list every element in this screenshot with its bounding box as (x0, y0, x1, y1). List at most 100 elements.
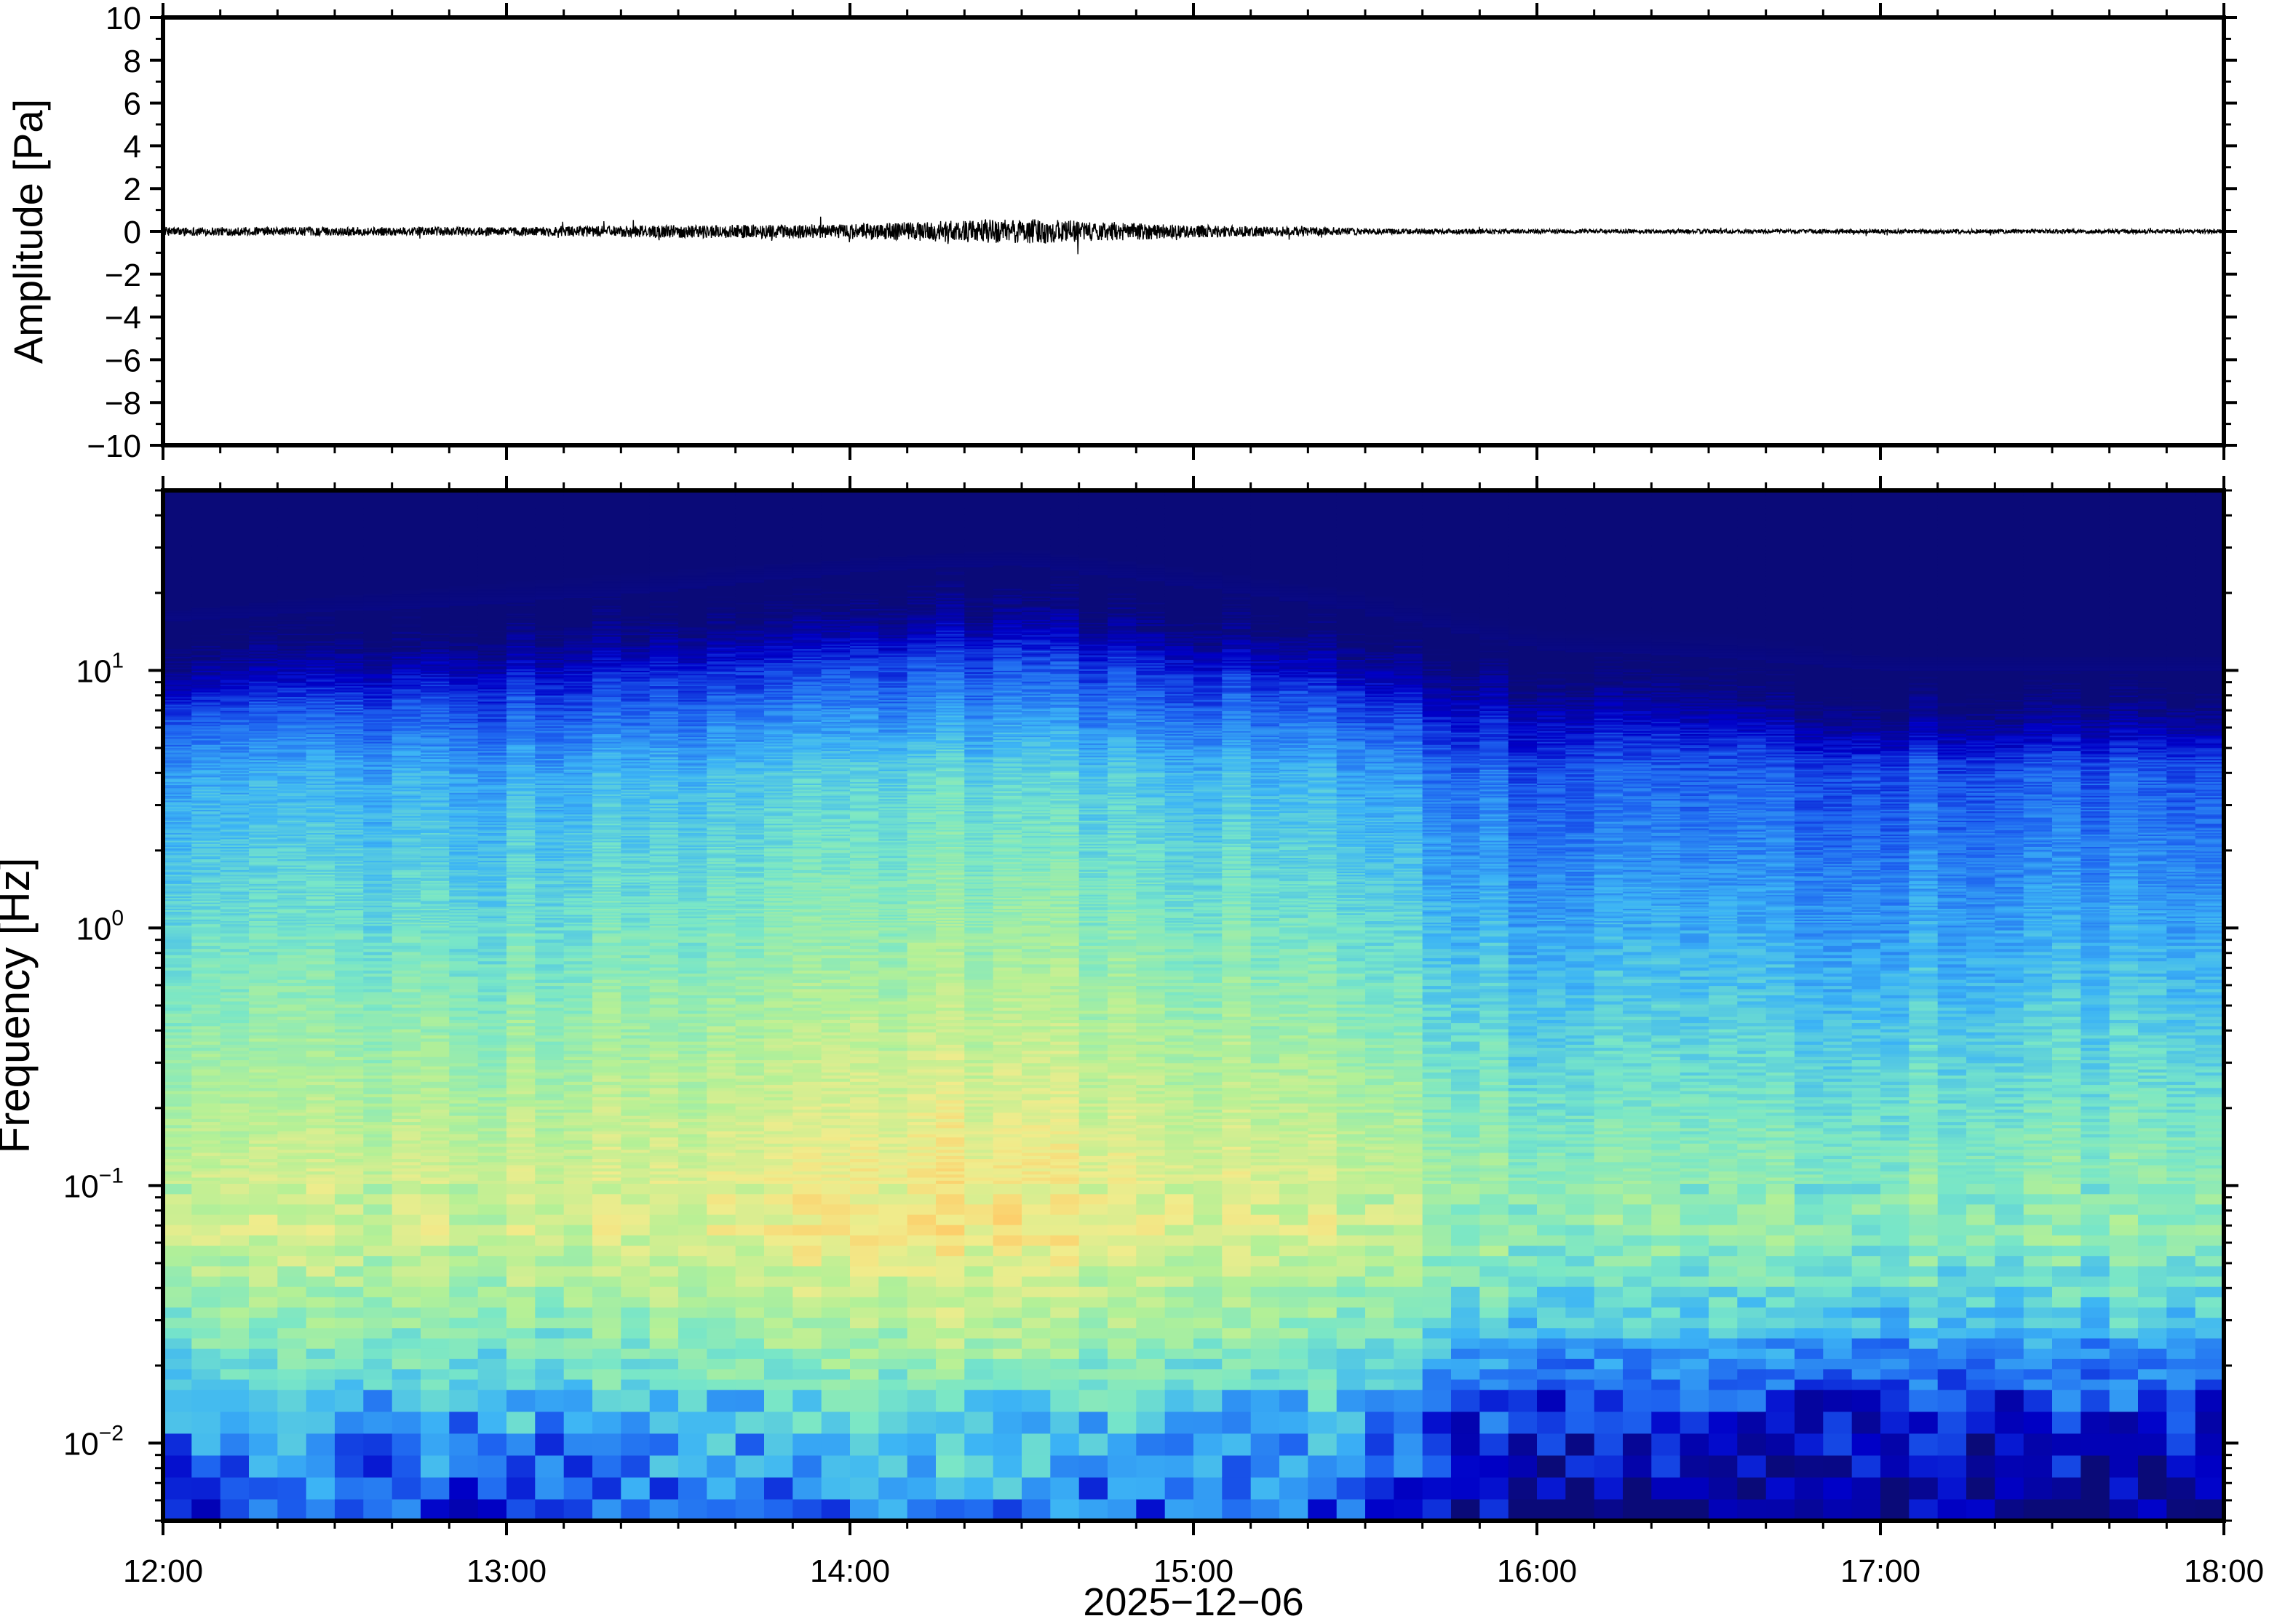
spectrogram-cell (220, 1056, 250, 1061)
spectrogram-cell (392, 571, 421, 574)
spectrogram-cell (392, 1065, 421, 1070)
spectrogram-cell (277, 608, 307, 610)
spectrogram-cell (191, 945, 221, 950)
spectrogram-cell (249, 592, 279, 595)
spectrogram-cell (191, 837, 221, 840)
spectrogram-cell (249, 857, 279, 859)
spectrogram-cell (421, 976, 450, 980)
spectrogram-cell (191, 571, 221, 574)
spectrogram-cell (449, 1379, 479, 1390)
spectrogram-cell (220, 771, 250, 773)
spectrogram-cell (249, 608, 279, 610)
spectrogram-cell (277, 591, 307, 594)
spectrogram-cell (249, 1369, 279, 1380)
spectrogram-cell (363, 659, 393, 662)
spectrogram-cell (392, 929, 421, 934)
spectrogram-cell (249, 958, 279, 962)
spectrogram-cell (277, 514, 307, 517)
spectrogram-cell (449, 1094, 479, 1098)
spectrogram-cell (306, 640, 335, 643)
spectrogram-cell (163, 832, 193, 835)
spectrogram-cell (421, 835, 450, 838)
spectrogram-cell (306, 636, 335, 639)
spectrogram-cell (392, 605, 421, 608)
spectrogram-cell (163, 669, 193, 671)
spectrogram-cell (363, 520, 393, 522)
spectrogram-cell (277, 717, 307, 720)
spectrogram-cell (163, 922, 193, 925)
spectrogram-cell (220, 613, 250, 616)
spectrogram-cell (392, 665, 421, 668)
spectrogram-cell (449, 1078, 479, 1082)
spectrogram-cell (335, 753, 365, 756)
spectrogram-cell (277, 769, 307, 771)
spectrogram-cell (163, 679, 193, 682)
spectrogram-cell (392, 1158, 421, 1163)
spectrogram-cell (421, 622, 450, 625)
spectrogram-cell (363, 1317, 393, 1329)
spectrogram-cell (277, 923, 307, 926)
spectrogram-cell (306, 840, 335, 843)
spectrogram-cell (277, 1146, 307, 1150)
spectrogram-cell (392, 763, 421, 765)
spectrogram-cell (191, 960, 221, 965)
spectrogram-cell (306, 497, 335, 500)
spectrogram-cell (477, 1040, 507, 1045)
spectrogram-cell (163, 1389, 193, 1412)
spectrogram-cell (421, 592, 450, 595)
spectrogram-cell (220, 677, 250, 680)
spectrogram-cell (220, 669, 250, 671)
spectrogram-cell (392, 1072, 421, 1076)
spectrogram-cell (506, 1433, 536, 1456)
spectrogram-cell (421, 628, 450, 631)
spectrogram-cell (392, 863, 421, 866)
spectrogram-cell (306, 1121, 335, 1126)
spectrogram-cell (220, 942, 250, 946)
spectrogram-cell (392, 530, 421, 533)
spectrogram-cell (421, 684, 450, 687)
spectrogram-cell (363, 773, 393, 776)
spectrogram-cell (306, 586, 335, 589)
spectrogram-cell (306, 739, 335, 742)
spectrogram-cell (335, 1224, 365, 1235)
spectrogram-cell (306, 857, 335, 859)
spectrogram-cell (335, 537, 365, 540)
spectrogram-cell (277, 901, 307, 904)
spectrogram-cell (335, 688, 365, 691)
spectrogram-cell (421, 885, 450, 888)
spectrogram-cell (220, 628, 250, 631)
spectrogram-cell (220, 1040, 250, 1045)
spectrogram-cell (220, 880, 250, 883)
spectrogram-cell (306, 951, 335, 955)
spectrogram-cell (163, 878, 193, 881)
spectrogram-cell (306, 1275, 335, 1287)
spectrogram-cell (249, 688, 279, 691)
spectrogram-cell (335, 576, 365, 578)
spectrogram-cell (306, 573, 335, 576)
spectrogram-cell (306, 725, 335, 728)
spectrogram-cell (191, 900, 221, 903)
spectrogram-cell (163, 1016, 193, 1020)
spectrogram-cell (163, 614, 193, 617)
spectrogram-cell (249, 573, 279, 576)
spectrogram-cell (163, 640, 193, 643)
spectrogram-cell (249, 976, 279, 980)
spectrogram-cell (163, 866, 193, 869)
spectrogram-cell (306, 920, 335, 923)
spectrogram-cell (163, 1047, 193, 1051)
spectrogram-cell (277, 607, 307, 609)
spectrogram-cell (191, 933, 221, 937)
spectrogram-cell (191, 753, 221, 756)
spectrogram-cell (363, 824, 393, 827)
spectrogram-cell (363, 789, 393, 792)
spectrogram-cell (363, 1433, 393, 1456)
spectrogram-cell (249, 636, 279, 639)
spectrogram-cell (363, 549, 393, 552)
spectrogram-cell (277, 658, 307, 660)
spectrogram-cell (392, 597, 421, 600)
spectrogram-cell (306, 1411, 335, 1434)
spectrogram-cell (363, 1139, 393, 1144)
spectrogram-cell (335, 760, 365, 763)
spectrogram-cell (506, 1081, 536, 1086)
spectrogram-cell (306, 1050, 335, 1054)
